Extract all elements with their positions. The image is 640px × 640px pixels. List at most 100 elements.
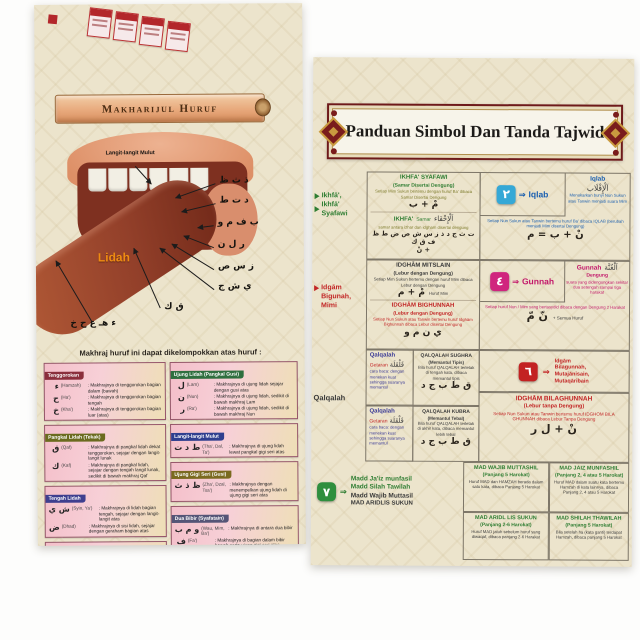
formula-note: + Semua Huruf — [552, 315, 584, 321]
makhraj-section: Langit-langit Mulut ط د ت (Tha', Dal, Ta'… — [170, 423, 299, 459]
rule-text: Setiap huruf Nun / Mim yang bertasydid d… — [485, 304, 625, 310]
section-header: Pangkal Lidah (Tekak) — [45, 433, 106, 442]
rule-title: Qalqalah — [369, 408, 395, 415]
description: Makhrajnya di ujung lidah, sedikit di ba… — [214, 405, 294, 417]
arabic-letter: خ — [53, 405, 59, 415]
iqlab-badge-box: ٢ ⇒ Iqlab — [480, 173, 566, 217]
rule-text: Setiap Mim Sukun bertemu dengan huruf Mi… — [373, 276, 473, 288]
letters-list: ت ث ج د ذ ز س ش ص ض ط ظ ف ق ك — [372, 229, 475, 246]
makhraj-row: ر(Ra') Makhrajnya di ujung lidah, sedikit… — [174, 405, 294, 417]
top-strip-mini-card — [112, 11, 139, 43]
description: Makhrajnya di ujung lidah, sedikit di ba… — [214, 393, 294, 405]
rule-formula: نْ + ل ر — [530, 422, 577, 436]
section-header: Ujung Lidah (Pangkal Gusi) — [170, 370, 245, 379]
table-intro: Makhraj huruf ini dapat dikelompokkan at… — [79, 347, 262, 358]
badge-label: Idgām Bilagunnah, Mutajānisain, Mutaqāriba… — [554, 358, 590, 385]
cell-qalqalah-kubra: QALQALAH KUBRA (Memantul Tebal) Bila hur… — [412, 405, 480, 463]
rule-text: Huruf MAD dan HAMZAH berada dalam satu k… — [468, 478, 544, 490]
banner-ornament-left — [319, 110, 349, 155]
rule-title: QALQALAH SUGHRA — [420, 352, 472, 359]
rule-formula: نْ + ب = م — [527, 228, 584, 241]
left-page: Makharijul Huruf — [34, 3, 306, 546]
tongue-label: Lidah — [97, 250, 130, 265]
makhraj-row: ل(Lam) Makhrajnya di ujung lidah sejajar … — [174, 381, 294, 393]
latin-name: (Fa') — [187, 537, 198, 543]
rule-subtitle: Samar — [416, 216, 431, 223]
letter-group: د ت ط — [219, 195, 249, 206]
makhraj-row: و م ب(Wau, Mim, Ba')Makhrajnya di antara… — [175, 524, 295, 537]
banner-ornament-right — [601, 111, 631, 156]
arabic-letter: ق — [52, 443, 60, 453]
banner-knob-ornament — [254, 98, 271, 117]
arabic-term: اَلْإِخْفَاء — [433, 214, 454, 223]
section-header: Tengah Lidah — [45, 494, 86, 503]
makhraj-row: ن(Nun) Makhrajnya di ujung lidah, sedikit… — [174, 393, 294, 405]
description: Makhrajnya di tenggorokan bagian dalam (… — [88, 382, 162, 394]
iqlab-info: Iqlab اَلْإِقْلَاب Menukarkan bunyi Nun … — [567, 175, 629, 204]
rule-text: cara baca: dengan menekan kuat sehingga … — [369, 424, 405, 446]
description: Makhrajnya di bagian dalam bibir bawah s… — [215, 537, 295, 546]
makhraj-section: Pangkal Lidah (Tekak) ق(Qaf) Makhrajnya d… — [44, 424, 167, 482]
rule-text: Setiap Nun Sukun atau Tanwin bertemu hur… — [373, 316, 473, 328]
margin-label-qalqalah: Qalqalah — [313, 393, 346, 403]
rule-title: Qalqalah — [369, 352, 396, 359]
latin-name: (Syin, Ya') — [71, 505, 93, 511]
cell-qalqalah-sughra: QALQALAH SUGHRA (Memantul Tipis) Bila hu… — [412, 349, 480, 407]
rule-text: Bila huruf QALQALAH terletak di akhir ka… — [417, 420, 475, 437]
description: Makhrajnya di tenggorokan bagian luar (a… — [88, 406, 162, 418]
cell-ikhfa: IKHFA' SYAFAWI (Samar Disertai Dengung) … — [366, 171, 481, 261]
cell-qalqalah-1: Qalqalah Getaran قَلْقَلَة cara baca: de… — [365, 349, 414, 406]
mad-label: Madd Ja'iz munfasil — [350, 475, 412, 483]
rule-subtitle: (Panjang 2, 4 atau 5 Harokat) — [554, 472, 624, 479]
makhraj-table-left-column: Tenggorokan ء(Hamzah) Makhrajnya di tengg… — [43, 362, 168, 546]
top-strip-mark — [47, 14, 58, 25]
description: Makhrajnya di sisi lidah, sejajar dengan… — [89, 523, 163, 535]
arabic-letter: ن — [177, 392, 185, 402]
latin-name: (Ra') — [186, 405, 197, 411]
mad-label: Madd Wajib Muttasil — [350, 492, 413, 500]
arabic-letter: ش ي — [48, 504, 70, 514]
number-badge-gunnah: ٤ — [490, 271, 510, 291]
description: Makhrajnya di tenggorokan bagian tengah — [88, 394, 162, 406]
latin-name: (Zha', Dzal, Tsa') — [202, 481, 226, 493]
left-page-title-banner: Makharijul Huruf — [54, 93, 271, 124]
rule-title: Gunnah — [576, 264, 602, 272]
description: Makhrajnya di antara dua bibir — [228, 525, 295, 531]
makhraj-section: Ujung Gigi Seri (Gusi) ظ ذ ث (Zha', Dzal,… — [170, 461, 299, 502]
latin-name: (Lam) — [186, 381, 199, 387]
section-header: Tenggorokan — [44, 371, 85, 380]
letters-plus: + نْ — [416, 245, 430, 254]
description: Makhrajnya dengan menempelkan ujung lida… — [229, 481, 294, 498]
badge-label: Iqlab — [528, 189, 549, 200]
latin-name: (Nun) — [186, 393, 199, 399]
makhraj-section: Tengah Lidah ش ي(Syin, Ya') Makhrajnya di… — [44, 485, 167, 538]
latin-name: (Dhad) — [61, 523, 76, 529]
letter-group: ق ك — [164, 301, 184, 313]
makhraj-row: ش ي(Syin, Ya') Makhrajnya di lidah bagian… — [49, 505, 163, 522]
letter-group: ز س ص — [217, 261, 254, 272]
arabic-letter: ء — [54, 381, 59, 391]
tajwid-grid: Ikhfā', Ikhfā' Syafawi Idgām Bigunah, Mi… — [311, 171, 631, 563]
letters-list: ي ن م و — [404, 327, 442, 338]
makhraj-section: Dua Bibir (Syafatain) و م ب (Wau, Mim, Ba… — [170, 504, 299, 546]
tooth — [88, 168, 107, 192]
letter-group: ب ف م و — [217, 217, 259, 228]
letter-group: ر ل ن — [217, 239, 245, 250]
gunnah-info: Gunnah اَلْغُنَّة Dengung suara yang did… — [566, 263, 628, 295]
rule-text: Menukarkan bunyi Nun Sukun atau Tanwin m… — [568, 192, 628, 204]
arabic-term: قَلْقَلَة — [389, 360, 405, 369]
section-header: Ujung Gigi Seri (Gusi) — [171, 470, 232, 479]
section-header: Langit-langit Mulut — [171, 432, 224, 441]
margin-label-ikhfa: Ikhfā', Ikhfā' Syafawi — [314, 191, 366, 219]
arrow-icon — [314, 192, 320, 199]
arabic-letter: ف — [176, 536, 186, 546]
cell-mad-shilah: MAD SHILAH THAWILAH (Panjang 5 Harokat) … — [548, 512, 629, 561]
arabic-letter: ر — [180, 404, 185, 414]
cell-mad-jaiz: MAD JAIZ MUNFASHIL (Panjang 2, 4 atau 5 … — [548, 462, 630, 513]
rule-text: Huruf MAD dalam suatu kata bertemu Hamza… — [553, 479, 625, 495]
makhraj-row: ف(Fa') Makhrajnya di bagian dalam bibir b… — [175, 536, 295, 546]
description: Makhrajnya di ujung lidah sejajar dengan… — [214, 381, 294, 393]
makhraj-row: ح(Ha') Makhrajnya di tenggorokan bagian t… — [48, 394, 162, 406]
number-badge-mad: ٧ — [317, 482, 337, 502]
right-page-title: Panduan Simbol Dan Tanda Tajwid — [345, 121, 605, 142]
